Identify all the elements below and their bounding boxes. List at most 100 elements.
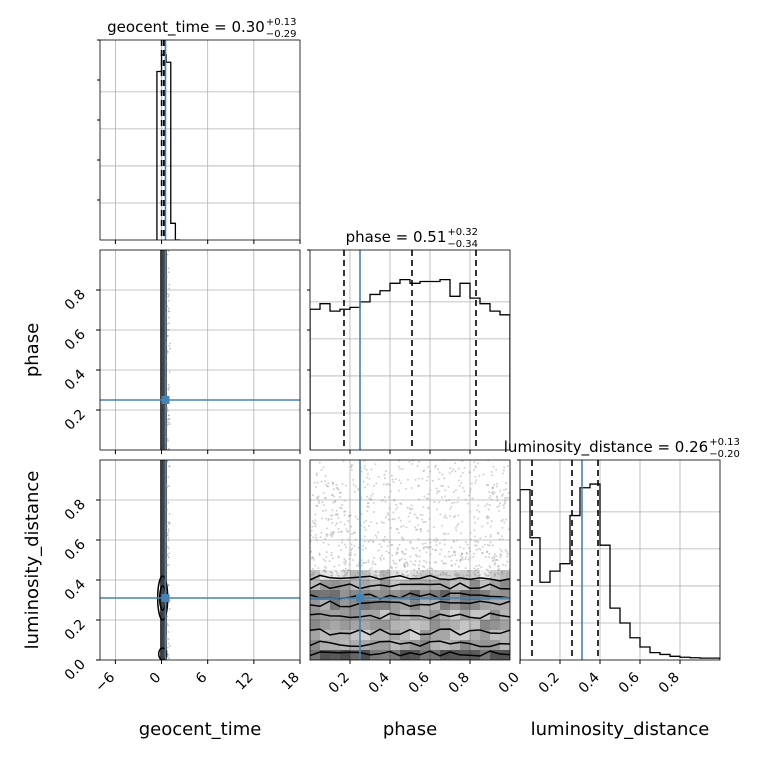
sample-point [506, 555, 509, 558]
sample-point [421, 565, 424, 568]
sample-point [322, 541, 325, 544]
sample-point [475, 565, 478, 568]
sample-point [473, 567, 476, 570]
sample-point [383, 496, 386, 499]
sample-point [357, 488, 360, 491]
sample-point [331, 557, 334, 560]
sample-point [457, 565, 460, 568]
sample-point [434, 548, 437, 551]
truth-marker [161, 594, 170, 602]
sample-point [406, 565, 409, 568]
density-cell [420, 650, 430, 660]
sample-point [332, 532, 335, 535]
sample-point [484, 505, 487, 508]
sample-point [453, 540, 456, 543]
sample-point [505, 481, 508, 484]
sample-point [457, 467, 460, 470]
sample-point [166, 525, 168, 528]
density-cell [490, 590, 500, 600]
sample-point [451, 554, 454, 557]
sample-point [347, 519, 350, 522]
sample-point [331, 509, 334, 512]
sample-point [401, 551, 404, 554]
sample-point [365, 561, 368, 564]
sample-point [169, 347, 171, 350]
sample-point [507, 528, 510, 531]
sample-point [381, 539, 384, 542]
sample-point [367, 505, 370, 508]
sample-point [436, 468, 439, 471]
sample-point [380, 499, 383, 502]
sample-point [493, 483, 496, 486]
sample-point [495, 558, 498, 561]
density-cell [320, 630, 330, 640]
sample-point [336, 513, 339, 516]
density-cell [320, 640, 330, 650]
sample-point [350, 468, 353, 471]
contour [310, 628, 510, 636]
sample-point [502, 506, 505, 509]
sample-point [320, 480, 323, 483]
sample-point [399, 467, 402, 470]
density-cell [460, 630, 470, 640]
sample-point [419, 572, 422, 575]
sample-point [447, 550, 450, 553]
sample-point [472, 469, 475, 472]
sample-point [468, 546, 471, 549]
density-cell [450, 570, 460, 580]
sample-point [342, 460, 345, 462]
density-cell [450, 600, 460, 610]
sample-point [449, 515, 452, 518]
density-cell [370, 610, 380, 620]
sample-point [486, 503, 489, 506]
sample-point [443, 543, 446, 546]
sample-point [486, 522, 489, 525]
sample-point [330, 551, 333, 554]
sample-point [330, 531, 333, 534]
sample-point [464, 498, 467, 501]
sample-point [504, 497, 507, 500]
sample-point [394, 508, 397, 511]
contour [310, 640, 510, 648]
sample-point [332, 501, 335, 504]
sample-point [444, 555, 447, 558]
sample-point [376, 531, 379, 534]
density-cell [500, 600, 510, 610]
sample-point [323, 565, 326, 568]
sample-point [325, 535, 328, 538]
sample-point [396, 548, 399, 551]
sample-point [486, 569, 489, 572]
density-cell [350, 610, 360, 620]
density-cell [320, 600, 330, 610]
sample-point [374, 463, 377, 466]
sample-point [310, 529, 313, 532]
sample-point [428, 470, 431, 473]
sample-point [496, 531, 499, 534]
sample-point [496, 499, 499, 502]
sample-point [324, 570, 327, 573]
sample-point [380, 521, 383, 524]
sample-point [428, 507, 431, 510]
sample-point [166, 622, 169, 625]
sample-point [310, 550, 313, 553]
sample-point [331, 521, 334, 524]
density-cell [460, 570, 470, 580]
sample-point [389, 526, 392, 529]
sample-point [392, 511, 395, 514]
sample-point [478, 564, 481, 567]
sample-point [418, 555, 421, 558]
sample-point [325, 556, 328, 559]
sample-point [391, 566, 394, 569]
sample-point [364, 570, 367, 573]
sample-point [167, 250, 170, 252]
density-cell [370, 630, 380, 640]
sample-point [383, 473, 386, 476]
sample-point [475, 479, 478, 482]
sample-point [370, 567, 373, 570]
sample-point [390, 544, 393, 547]
density-luminosity_distance-phase [310, 460, 510, 660]
sample-point [382, 483, 385, 486]
sample-point [395, 562, 398, 565]
sample-point [464, 558, 467, 561]
sample-point [340, 530, 343, 533]
